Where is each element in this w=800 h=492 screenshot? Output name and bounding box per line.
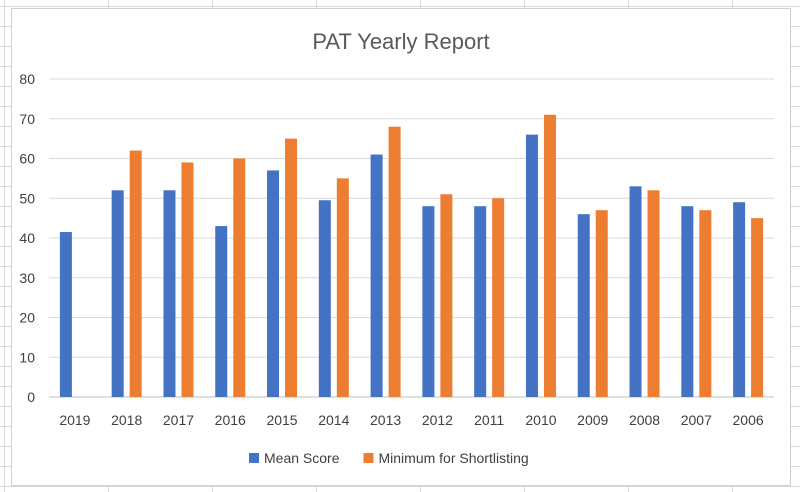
x-tick-label: 2016 (215, 412, 246, 428)
x-tick-label: 2012 (422, 412, 453, 428)
bar-minimum-for-shortlisting-2011[interactable] (492, 198, 505, 397)
x-tick-label: 2013 (370, 412, 401, 428)
bar-minimum-for-shortlisting-2010[interactable] (543, 114, 556, 398)
bar-mean-score-2010[interactable] (525, 134, 538, 397)
bar-minimum-for-shortlisting-2006[interactable] (751, 218, 764, 397)
bar-minimum-for-shortlisting-2008[interactable] (647, 190, 660, 397)
bar-minimum-for-shortlisting-2007[interactable] (699, 210, 712, 397)
bar-mean-score-2016[interactable] (215, 226, 228, 397)
y-tick-label: 30 (19, 270, 35, 286)
bar-mean-score-2011[interactable] (474, 206, 487, 397)
legend-label: Mean Score (264, 450, 340, 466)
y-tick-label: 50 (19, 190, 35, 206)
gridlines (49, 78, 774, 398)
x-tick-label: 2014 (318, 412, 349, 428)
bar-minimum-for-shortlisting-2017[interactable] (181, 162, 194, 397)
bar-minimum-for-shortlisting-2015[interactable] (285, 138, 298, 397)
y-tick-label: 80 (19, 71, 35, 87)
bar-mean-score-2007[interactable] (681, 206, 694, 397)
legend-item-minimum-for-shortlisting[interactable]: Minimum for Shortlisting (363, 450, 529, 466)
x-tick-label: 2017 (163, 412, 194, 428)
bar-mean-score-2006[interactable] (733, 202, 746, 397)
bar-mean-score-2008[interactable] (629, 186, 642, 397)
bar-mean-score-2009[interactable] (577, 214, 590, 397)
x-tick-label: 2011 (474, 412, 504, 428)
bar-mean-score-2012[interactable] (422, 206, 435, 397)
legend-swatch (249, 453, 259, 463)
bar-mean-score-2015[interactable] (267, 170, 280, 397)
bar-mean-score-2013[interactable] (370, 154, 383, 397)
y-tick-label: 60 (19, 151, 35, 167)
legend-item-mean-score[interactable]: Mean Score (249, 450, 340, 466)
axis-labels: 0 10 20 30 40 50 60 70 80 2019 2018 2017 2016 2015 201… (19, 71, 763, 428)
y-tick-label: 10 (19, 349, 35, 365)
x-tick-label: 2019 (59, 412, 90, 428)
x-tick-label: 2006 (733, 412, 764, 428)
bar-minimum-for-shortlisting-2012[interactable] (440, 194, 453, 397)
bar-mean-score-2017[interactable] (163, 190, 176, 397)
legend-swatch (363, 453, 374, 463)
bar-minimum-for-shortlisting-2013[interactable] (388, 126, 401, 397)
x-tick-label: 2018 (111, 412, 142, 428)
x-tick-label: 2007 (681, 412, 712, 428)
bar-mean-score-2018[interactable] (111, 190, 124, 397)
chart-svg: PAT Yearly Report 0 10 20 30 40 50 60 70 80 2019 2… (19, 29, 774, 466)
chart-title: PAT Yearly Report (312, 29, 489, 54)
x-tick-label: 2010 (525, 412, 556, 428)
y-tick-label: 0 (27, 389, 35, 405)
bars (59, 114, 764, 398)
y-tick-label: 70 (19, 111, 35, 127)
chart-area[interactable]: PAT Yearly Report 0 10 20 30 40 50 60 70 80 2019 2… (11, 8, 791, 486)
legend[interactable]: Mean Score Minimum for Shortlisting (249, 450, 529, 466)
legend-label: Minimum for Shortlisting (378, 450, 528, 466)
x-tick-label: 2008 (629, 412, 660, 428)
bar-minimum-for-shortlisting-2014[interactable] (336, 178, 349, 397)
bar-mean-score-2019[interactable] (59, 232, 72, 397)
bar-minimum-for-shortlisting-2009[interactable] (595, 210, 608, 397)
bar-minimum-for-shortlisting-2018[interactable] (129, 150, 142, 397)
x-tick-label: 2009 (577, 412, 608, 428)
bar-mean-score-2014[interactable] (318, 200, 331, 397)
bar-minimum-for-shortlisting-2016[interactable] (233, 158, 246, 398)
y-tick-label: 20 (19, 310, 35, 326)
y-tick-label: 40 (19, 230, 35, 246)
x-tick-label: 2015 (266, 412, 297, 428)
